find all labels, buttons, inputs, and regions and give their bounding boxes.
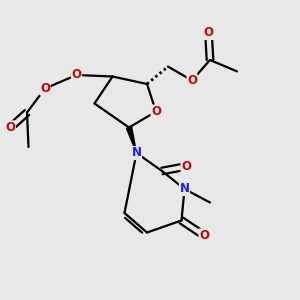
- Text: O: O: [199, 229, 209, 242]
- Text: O: O: [5, 121, 16, 134]
- Text: O: O: [187, 74, 197, 87]
- Polygon shape: [126, 127, 136, 153]
- Text: N: N: [179, 182, 190, 196]
- Text: O: O: [181, 160, 191, 173]
- Text: N: N: [131, 146, 142, 160]
- Text: O: O: [40, 82, 50, 95]
- Text: O: O: [71, 68, 82, 82]
- Text: O: O: [151, 105, 161, 118]
- Text: O: O: [203, 26, 214, 40]
